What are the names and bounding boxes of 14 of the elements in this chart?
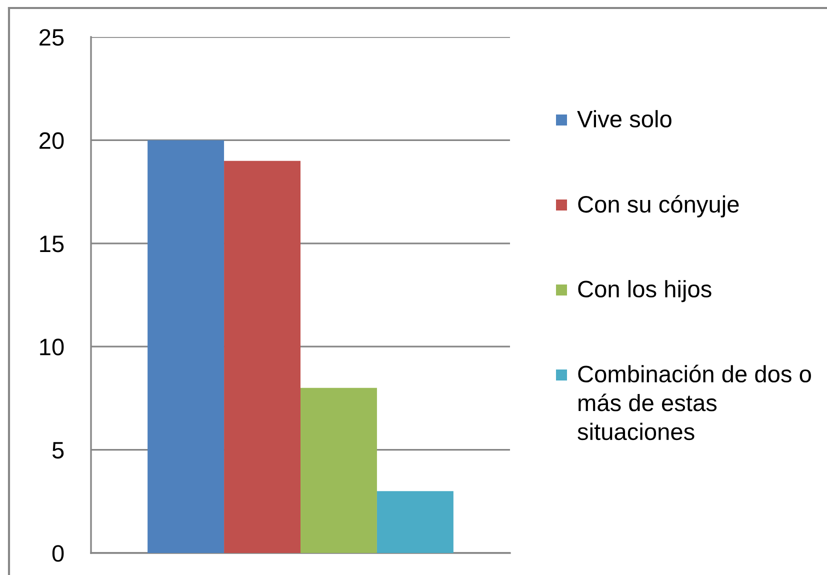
y-tick-label: 10: [40, 338, 64, 356]
legend-label: Combinación de dos o más de estas situaciones: [578, 364, 811, 440]
y-tick-label: 20: [40, 132, 64, 149]
legend-label: Vive solo: [577, 110, 672, 128]
bar: [300, 388, 377, 553]
y-tick-label: 0: [52, 545, 64, 562]
bar: [224, 160, 300, 553]
bar: [376, 491, 454, 553]
legend-label: Con los hijos: [578, 280, 712, 302]
y-tick-label: 15: [40, 236, 64, 252]
bar: [148, 140, 224, 553]
y-tick-label: 25: [40, 29, 64, 46]
legend-label: Con su cónyuje: [578, 195, 739, 218]
y-tick-label: 5: [52, 442, 64, 459]
